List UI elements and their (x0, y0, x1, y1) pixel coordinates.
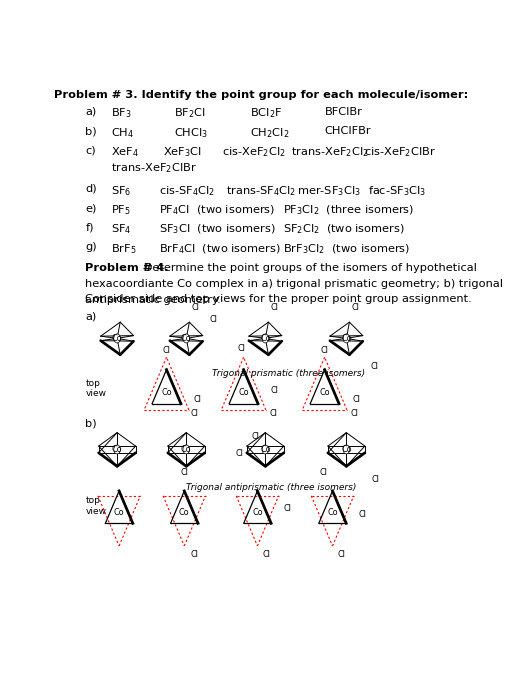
Text: top
view: top view (86, 496, 106, 516)
Text: Cl: Cl (190, 410, 197, 419)
Text: Problem # 3. Identify the point group for each molecule/isomer:: Problem # 3. Identify the point group fo… (54, 90, 468, 101)
Text: Cl: Cl (351, 395, 359, 404)
Text: Cl: Cl (191, 302, 199, 312)
Text: Co: Co (161, 388, 172, 397)
Text: Cl: Cl (270, 302, 277, 312)
Text: PF$_5$: PF$_5$ (111, 203, 131, 217)
Text: BFClBr: BFClBr (324, 106, 362, 117)
Text: BrF$_4$Cl  (two isomers): BrF$_4$Cl (two isomers) (158, 242, 280, 256)
Text: Problem # 4.: Problem # 4. (86, 263, 169, 273)
Circle shape (262, 334, 268, 343)
Text: Co: Co (260, 445, 270, 454)
Text: e): e) (86, 203, 97, 213)
Text: c): c) (86, 146, 96, 155)
Text: Co: Co (179, 508, 189, 517)
Text: PF$_4$Cl  (two isomers): PF$_4$Cl (two isomers) (158, 203, 274, 217)
Text: Cl: Cl (270, 386, 278, 395)
Text: Cl: Cl (180, 468, 188, 477)
Text: BCl$_2$F: BCl$_2$F (249, 106, 281, 120)
Text: Co: Co (114, 508, 124, 517)
Text: Consider side and top views for the proper point group assignment.: Consider side and top views for the prop… (86, 294, 471, 304)
Text: Cl: Cl (162, 346, 170, 355)
Text: d): d) (86, 183, 97, 194)
Text: Cl: Cl (371, 475, 378, 484)
Text: Trigonal antiprismatic (three isomers): Trigonal antiprismatic (three isomers) (186, 483, 356, 491)
Text: Cl: Cl (269, 410, 276, 419)
Text: cis-XeF$_2$ClBr: cis-XeF$_2$ClBr (363, 146, 435, 159)
Text: BrF$_3$Cl$_2$  (two isomers): BrF$_3$Cl$_2$ (two isomers) (282, 242, 410, 256)
Text: Co: Co (327, 508, 337, 517)
Circle shape (183, 445, 189, 454)
Text: Cl: Cl (319, 468, 327, 477)
Text: Cl: Cl (209, 314, 217, 323)
Text: top
view: top view (86, 379, 106, 398)
Text: SF$_6$: SF$_6$ (111, 183, 131, 197)
Text: Co: Co (341, 445, 351, 454)
Text: PF$_3$Cl$_2$  (three isomers): PF$_3$Cl$_2$ (three isomers) (282, 203, 413, 217)
Circle shape (343, 445, 349, 454)
Circle shape (114, 334, 120, 343)
Text: trans-XeF$_2$ClBr: trans-XeF$_2$ClBr (111, 161, 196, 175)
Text: Cl: Cl (251, 432, 259, 441)
Text: mer-SF$_3$Cl$_3$: mer-SF$_3$Cl$_3$ (296, 183, 360, 197)
Text: Cl: Cl (283, 504, 291, 512)
Text: b): b) (86, 418, 97, 428)
Text: Cl: Cl (235, 449, 243, 459)
Text: Co: Co (341, 334, 351, 343)
Text: Trigonal prismatic (three isomers): Trigonal prismatic (three isomers) (212, 369, 364, 378)
Text: Cl: Cl (370, 362, 377, 371)
Text: CH$_4$: CH$_4$ (111, 126, 134, 140)
Text: CHClFBr: CHClFBr (324, 126, 371, 136)
Text: Co: Co (260, 334, 270, 343)
Circle shape (262, 445, 268, 454)
Text: f): f) (86, 223, 94, 232)
Text: BF$_2$Cl: BF$_2$Cl (174, 106, 206, 120)
Text: fac-SF$_3$Cl$_3$: fac-SF$_3$Cl$_3$ (367, 183, 426, 197)
Text: cis-XeF$_2$Cl$_2$: cis-XeF$_2$Cl$_2$ (221, 146, 285, 159)
Text: Cl: Cl (336, 550, 345, 559)
Text: Cl: Cl (190, 550, 198, 559)
Circle shape (183, 334, 189, 343)
Text: BF$_3$: BF$_3$ (111, 106, 132, 120)
Text: a): a) (86, 312, 97, 322)
Text: Co: Co (319, 388, 329, 397)
Text: SF$_4$: SF$_4$ (111, 223, 131, 237)
Text: b): b) (86, 126, 97, 136)
Text: Cl: Cl (237, 344, 245, 353)
Text: trans-SF$_4$Cl$_2$: trans-SF$_4$Cl$_2$ (225, 183, 295, 197)
Text: Determine the point groups of the isomers of hypothetical: Determine the point groups of the isomer… (140, 263, 476, 273)
Text: Co: Co (111, 445, 122, 454)
Text: hexacoordiante Co complex in a) trigonal prismatic geometry; b) trigonal: hexacoordiante Co complex in a) trigonal… (86, 279, 502, 289)
Text: Co: Co (238, 388, 248, 397)
Circle shape (343, 334, 349, 343)
Text: Co: Co (251, 508, 262, 517)
Text: cis-SF$_4$Cl$_2$: cis-SF$_4$Cl$_2$ (158, 183, 214, 197)
Text: Co: Co (111, 334, 122, 343)
Text: Cl: Cl (193, 395, 202, 404)
Text: XeF$_4$: XeF$_4$ (111, 146, 139, 159)
Text: g): g) (86, 242, 97, 252)
Text: CHCl$_3$: CHCl$_3$ (174, 126, 208, 140)
Text: Cl: Cl (350, 302, 358, 312)
Text: Cl: Cl (350, 410, 357, 419)
Text: SF$_3$Cl  (two isomers): SF$_3$Cl (two isomers) (158, 223, 274, 236)
Text: antiprismatic geometry.: antiprismatic geometry. (86, 295, 221, 305)
Text: SF$_2$Cl$_2$  (two isomers): SF$_2$Cl$_2$ (two isomers) (282, 223, 404, 236)
Text: Cl: Cl (358, 510, 366, 519)
Text: CH$_2$Cl$_2$: CH$_2$Cl$_2$ (249, 126, 289, 140)
Text: a): a) (86, 106, 97, 117)
Text: BrF$_5$: BrF$_5$ (111, 242, 136, 256)
Text: Co: Co (181, 445, 191, 454)
Text: Cl: Cl (320, 346, 328, 355)
Circle shape (114, 445, 120, 454)
Text: XeF$_3$Cl: XeF$_3$Cl (162, 146, 201, 159)
Text: trans-XeF$_2$Cl$_2$: trans-XeF$_2$Cl$_2$ (291, 146, 368, 159)
Text: Co: Co (181, 334, 191, 343)
Text: Cl: Cl (262, 550, 269, 559)
